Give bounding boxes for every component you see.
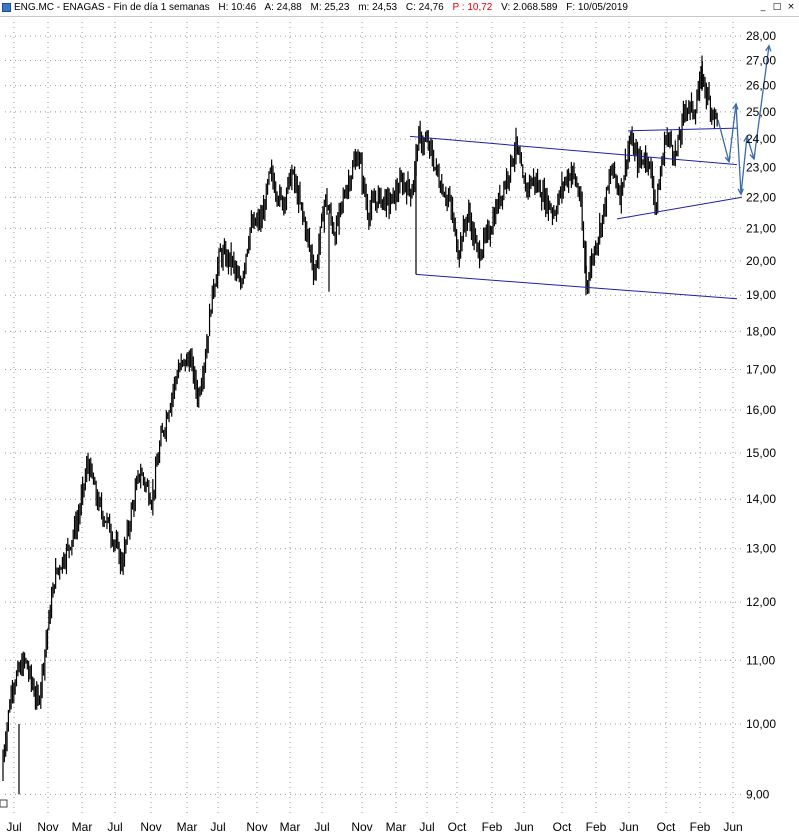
projection-arrowhead [765, 44, 772, 52]
trendline [616, 196, 743, 220]
high-value: H: 10:46 [218, 2, 257, 13]
y-tick-label: 10,00 [746, 717, 776, 731]
x-tick-label: Mar [72, 820, 93, 832]
x-tick-label: Mar [386, 820, 407, 832]
ticker-label: ENG.MC - ENAGAS - Fin de día 1 semanas [14, 2, 210, 13]
max-value: M: 25,23 [310, 2, 350, 13]
close-button[interactable]: × [787, 2, 795, 12]
projection-segment [740, 136, 748, 195]
x-tick-label: Jun [514, 820, 533, 832]
y-tick-label: 24,00 [746, 132, 776, 146]
projection-segment [728, 103, 737, 162]
y-tick-label: 25,00 [746, 105, 776, 119]
x-tick-label: Feb [690, 820, 711, 832]
y-tick-label: 28,00 [746, 29, 776, 43]
window-controls: _ □ × [757, 1, 797, 13]
price-chart: 9,00 10,00 11,00 12,00 13,00 14,00 15,00 16,00 1… [0, 22, 776, 832]
trendlines [409, 127, 743, 300]
y-axis-labels: 9,00 10,00 11,00 12,00 13,00 14,00 15,00 16,00 1… [746, 29, 776, 801]
projection-segment [735, 103, 742, 195]
y-tick-label: 17,00 [746, 362, 776, 376]
x-tick-label: Jul [314, 820, 329, 832]
trendline [415, 273, 738, 300]
trendline [627, 127, 738, 132]
x-tick-label: Jul [419, 820, 434, 832]
projection [717, 44, 772, 196]
y-tick-label: 20,00 [746, 254, 776, 268]
projection-segment [717, 119, 730, 162]
x-tick-label: Jul [210, 820, 225, 832]
y-tick-label: 18,00 [746, 324, 776, 338]
y-tick-label: 16,00 [746, 403, 776, 417]
window-titlebar: ENG.MC - ENAGAS - Fin de día 1 semanas H… [0, 0, 799, 17]
x-tick-label: Nov [246, 820, 267, 832]
app-icon [2, 3, 11, 12]
x-tick-label: Nov [351, 820, 372, 832]
p-value: P : 10,72 [452, 2, 493, 13]
x-tick-label: Mar [177, 820, 198, 832]
y-tick-label: 22,00 [746, 190, 776, 204]
y-tick-label: 23,00 [746, 161, 776, 175]
y-tick-label: 27,00 [746, 53, 776, 67]
x-tick-label: Jun [619, 820, 638, 832]
date-value: F: 10/05/2019 [566, 2, 628, 13]
x-tick-label: Jul [107, 820, 122, 832]
x-tick-label: Nov [140, 820, 161, 832]
minimize-button[interactable]: _ [760, 2, 766, 12]
y-tick-label: 19,00 [746, 288, 776, 302]
y-tick-label: 15,00 [746, 446, 776, 460]
scroll-left-icon[interactable] [0, 799, 8, 808]
y-tick-label: 26,00 [746, 79, 776, 93]
x-axis-labels: Jul Nov Mar Jul Nov Mar Jul Nov Mar Jul Nov Mar Jul O… [6, 820, 742, 832]
price-bars [2, 55, 718, 795]
projection-segment [746, 136, 755, 160]
x-tick-label: Oct [657, 820, 676, 832]
y-tick-label: 13,00 [746, 542, 776, 556]
x-tick-label: Oct [553, 820, 572, 832]
y-tick-label: 21,00 [746, 221, 776, 235]
x-tick-label: Oct [448, 820, 467, 832]
x-tick-label: Mar [280, 820, 301, 832]
x-tick-label: Nov [37, 820, 58, 832]
x-tick-label: Jun [723, 820, 742, 832]
y-tick-label: 9,00 [746, 787, 770, 801]
min-value: m: 24,53 [358, 2, 398, 13]
volume-value: V: 2.068.589 [501, 2, 558, 13]
x-tick-label: Jul [6, 820, 21, 832]
y-tick-label: 11,00 [746, 653, 775, 667]
open-value: A: 24,88 [264, 2, 302, 13]
close-value: C: 24,76 [405, 2, 444, 13]
y-tick-label: 12,00 [746, 595, 776, 609]
y-tick-label: 14,00 [746, 492, 776, 506]
chart-info-line: ENG.MC - ENAGAS - Fin de día 1 semanas H… [14, 0, 634, 16]
x-tick-label: Feb [482, 820, 503, 832]
projection-segment [753, 45, 770, 159]
trendline [409, 135, 738, 166]
x-tick-label: Feb [586, 820, 607, 832]
maximize-button[interactable]: □ [772, 2, 782, 12]
